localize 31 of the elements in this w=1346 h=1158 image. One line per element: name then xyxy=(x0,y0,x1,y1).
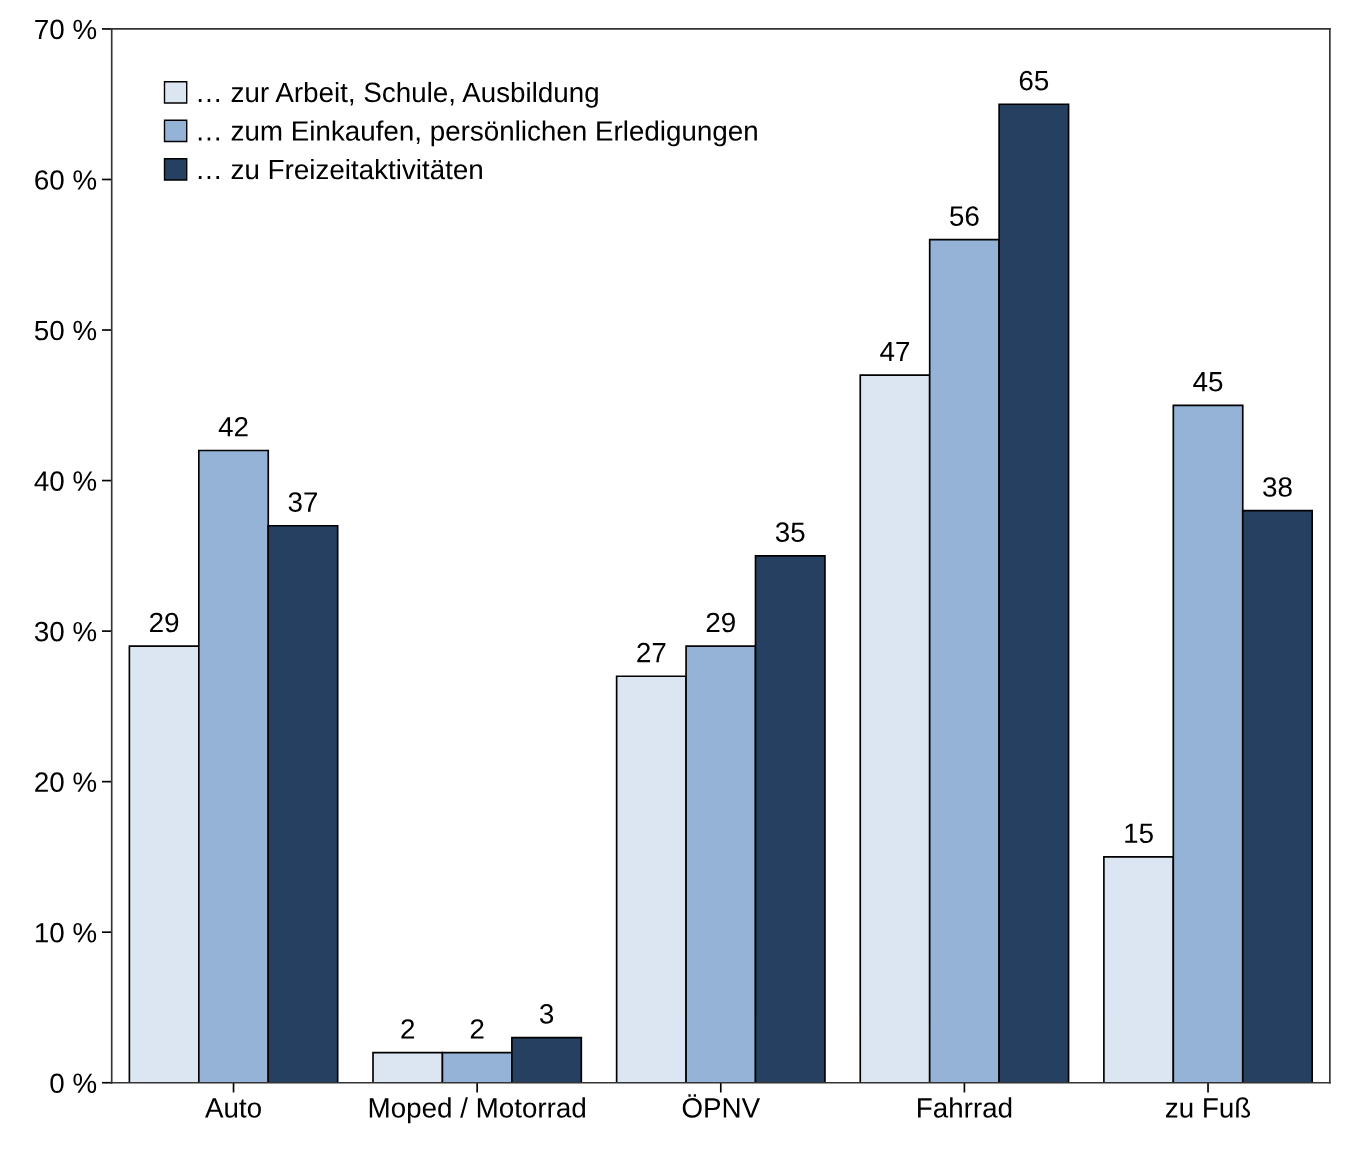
data-label: 38 xyxy=(1263,477,1292,497)
y-tick-label: 40 % xyxy=(34,471,97,491)
data-label: 45 xyxy=(1193,372,1223,392)
data-label: 2 xyxy=(470,1019,484,1039)
x-tick-label: Auto xyxy=(205,1098,261,1118)
data-label: 15 xyxy=(1125,823,1153,844)
data-label: 29 xyxy=(706,612,735,633)
data-label: 27 xyxy=(637,642,666,663)
legend-label: … zu Freizeitaktivitäten xyxy=(198,158,482,180)
legend-label: … zum Einkaufen, persönlichen Erledigungen xyxy=(198,120,757,147)
y-tick-label: 50 % xyxy=(34,320,97,341)
data-label: 56 xyxy=(950,206,979,226)
data-label: 3 xyxy=(539,1004,554,1024)
data-label: 2 xyxy=(401,1019,415,1039)
y-tick-label: 0 % xyxy=(50,1073,97,1094)
y-tick-label: 60 % xyxy=(35,170,97,190)
y-tick-label: 10 % xyxy=(35,922,97,943)
data-label: 37 xyxy=(288,492,318,512)
x-tick-label: Moped / Motorrad xyxy=(369,1097,585,1124)
y-tick-label: 20 % xyxy=(35,772,97,792)
data-label: 35 xyxy=(775,522,805,543)
legend-label: … zur Arbeit, Schule, Ausbildung xyxy=(198,81,598,108)
data-label: 47 xyxy=(880,341,910,362)
x-tick-label: Fahrrad xyxy=(918,1097,1012,1118)
data-label: 42 xyxy=(218,416,248,437)
y-tick-label: 30 % xyxy=(34,621,97,642)
x-tick-label: zu Fuß xyxy=(1165,1097,1251,1118)
y-tick-label: 70 % xyxy=(35,19,97,40)
data-label: 65 xyxy=(1019,70,1049,91)
data-label: 29 xyxy=(150,612,179,633)
x-tick-label: ÖPNV xyxy=(682,1094,761,1118)
